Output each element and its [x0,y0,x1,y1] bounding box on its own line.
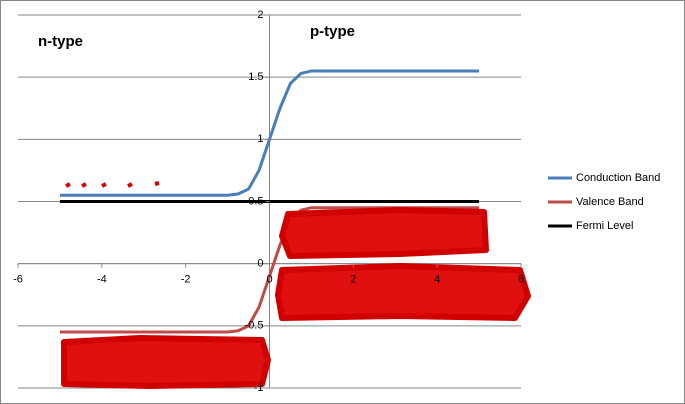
series-line [59,206,480,334]
annotation: p-type [310,23,355,40]
y-tick-label: -0.5 [245,320,264,332]
x-tick-label: 6 [518,274,524,286]
x-tick-label: 2 [350,274,356,286]
red-scribbles [61,181,531,389]
y-tick-label: 0 [257,258,263,270]
y-tick-label: 1 [257,133,263,145]
legend-label: Valence Band [576,196,644,208]
annotation: n-type [38,33,83,50]
x-tick-label: 4 [434,274,440,286]
scribble [275,263,531,321]
legend-label: Fermi Level [576,220,633,232]
y-tick-label: 0.5 [248,195,263,207]
x-tick-label: -4 [97,274,107,286]
legend-label: Conduction Band [576,172,660,184]
scribble [279,207,489,259]
y-tick-label: 2 [257,9,263,21]
x-tick-label: -6 [13,274,23,286]
scribble [61,335,271,389]
x-tick-label: 0 [266,274,272,286]
y-tick-label: -1 [254,382,264,394]
x-tick-label: -2 [181,274,191,286]
y-tick-label: 1.5 [248,71,263,83]
scribble [65,181,160,188]
